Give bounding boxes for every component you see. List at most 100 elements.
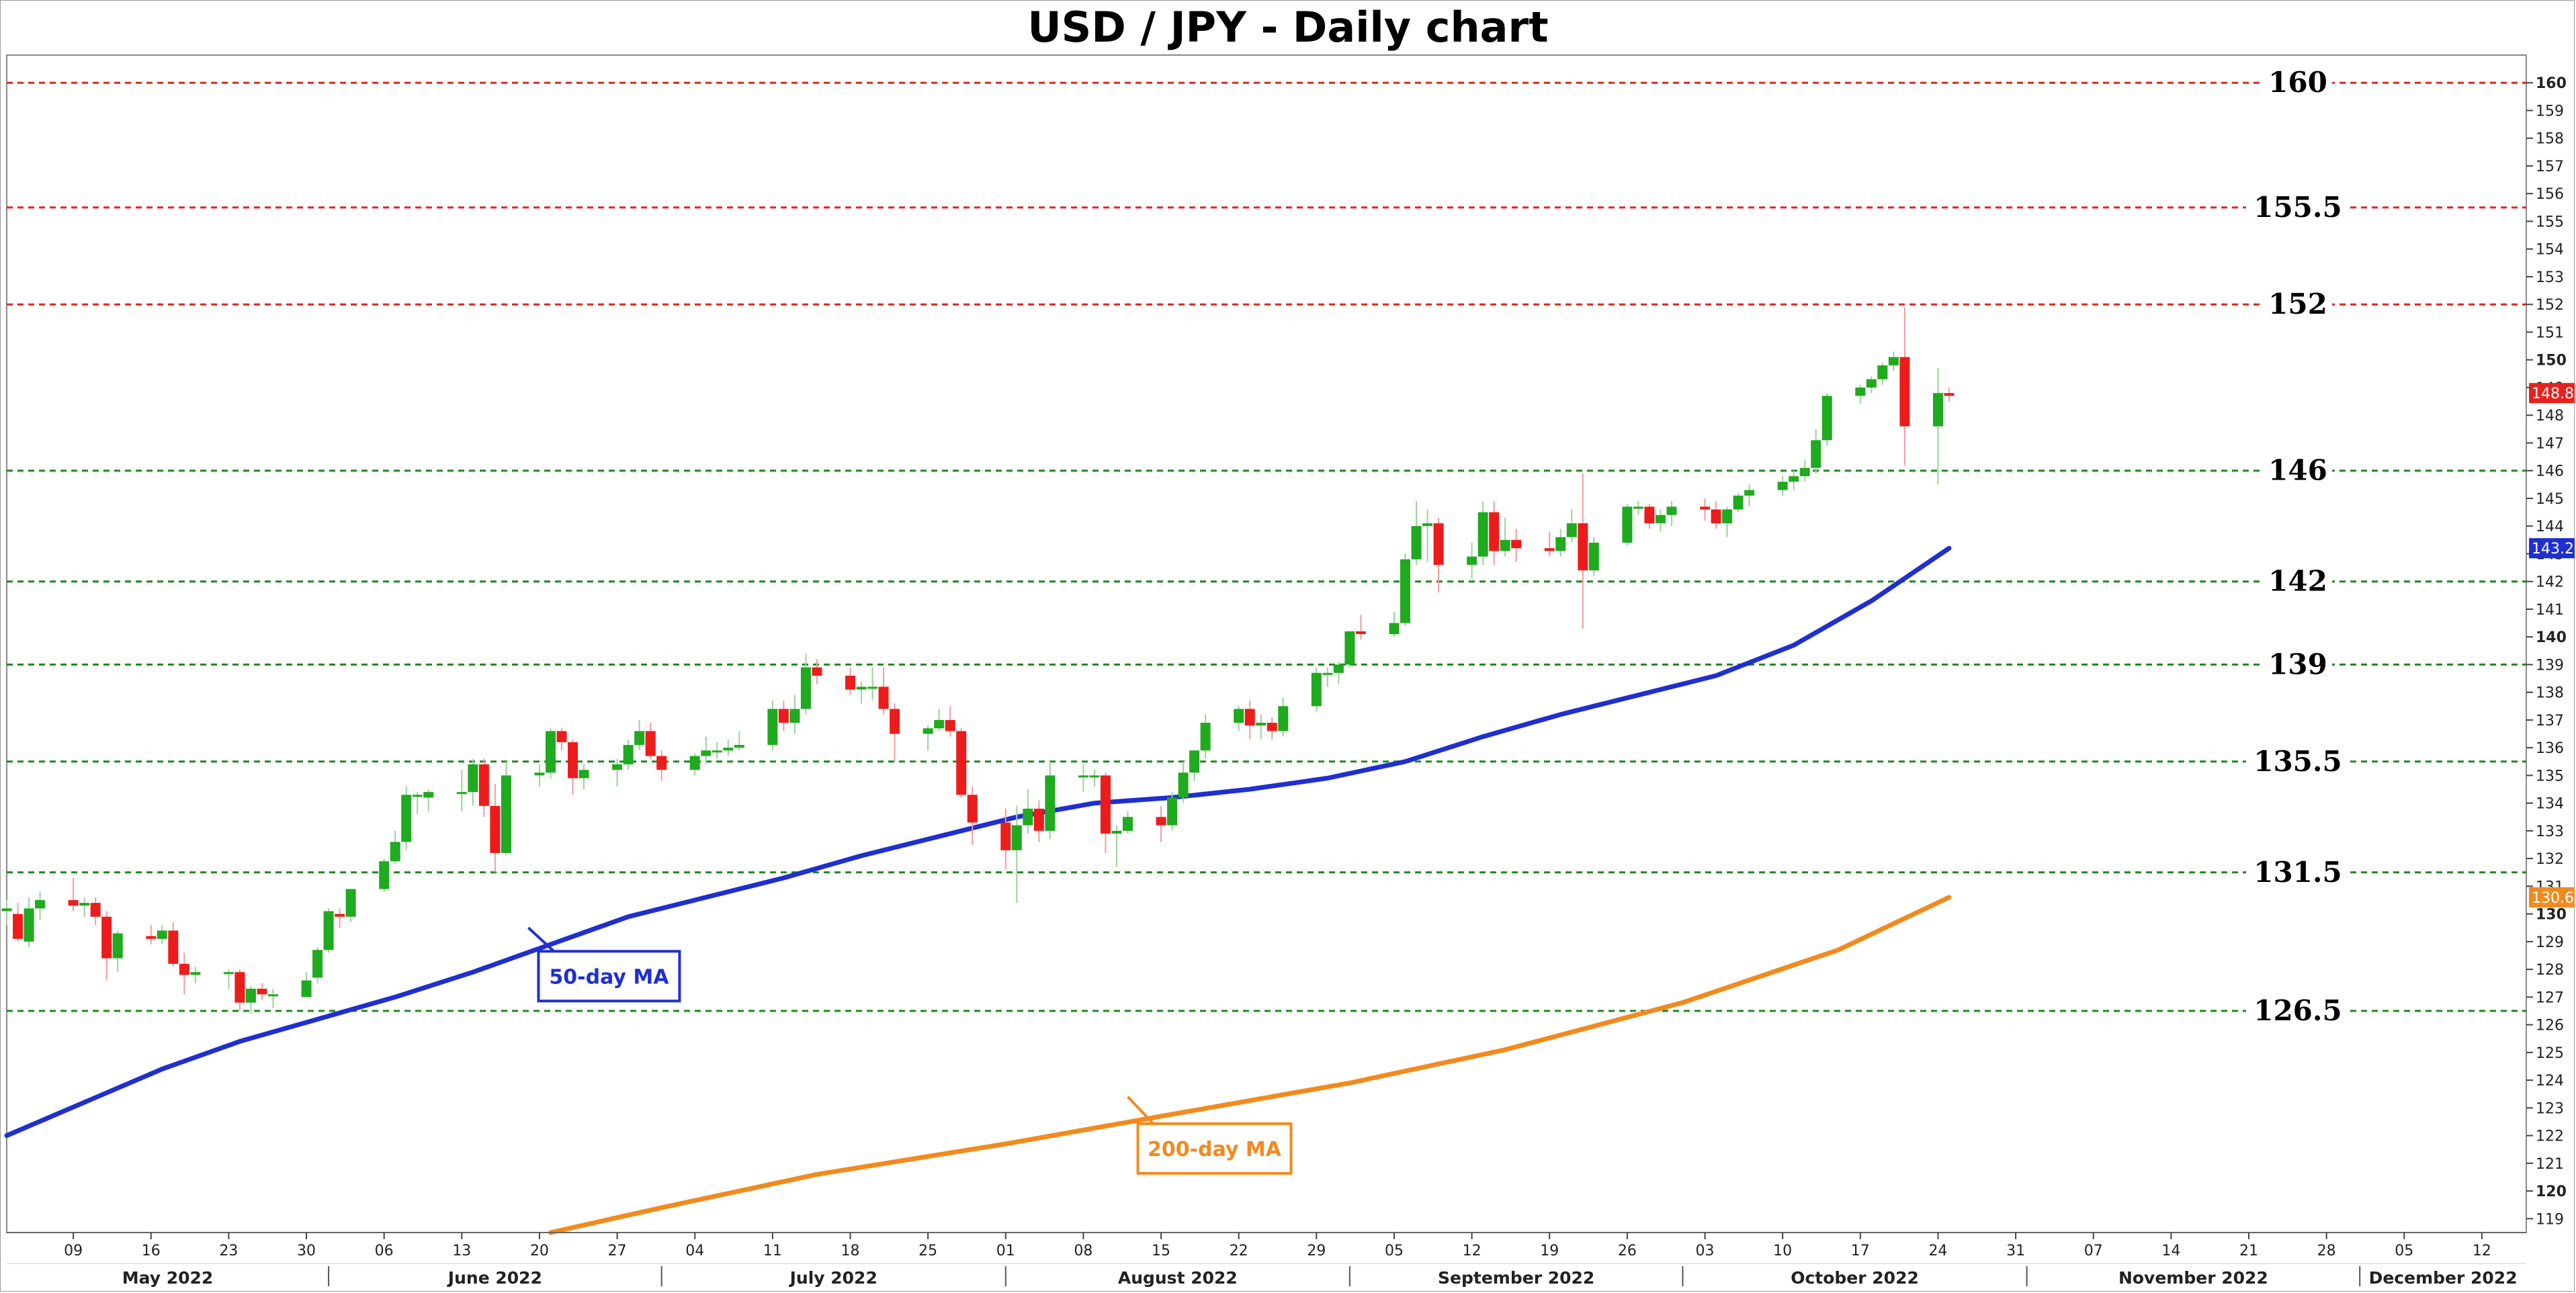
month-label: May 2022 — [122, 1268, 214, 1288]
y-tick-label: 152 — [2536, 297, 2564, 314]
candle-body — [345, 889, 356, 917]
candle-body — [1855, 387, 1866, 396]
candle-body — [401, 795, 412, 842]
candle-body — [712, 750, 722, 753]
level-label-bg — [2246, 854, 2350, 889]
x-tick-label: 29 — [1307, 1243, 1326, 1259]
candle-body — [234, 972, 245, 1003]
candle-body — [490, 805, 501, 853]
candle-body — [1811, 440, 1821, 468]
y-tick-label: 122 — [2536, 1128, 2564, 1145]
candle-body — [146, 936, 157, 939]
x-tick-label: 27 — [608, 1243, 627, 1259]
candle-body — [1821, 396, 1832, 441]
candle-body — [1311, 672, 1322, 707]
ma50-label: 50-day MA — [549, 965, 669, 989]
candle-body — [1500, 539, 1510, 551]
y-tick-label: 139 — [2536, 657, 2564, 674]
candle-body — [1078, 775, 1088, 778]
annotation-leader — [527, 926, 555, 952]
y-tick-label: 119 — [2536, 1211, 2564, 1228]
y-tick-label: 126 — [2536, 1018, 2564, 1034]
candle-body — [645, 731, 656, 756]
x-tick-label: 01 — [996, 1243, 1015, 1259]
candle-body — [612, 764, 623, 770]
candle-body — [267, 994, 278, 997]
x-tick-label: 31 — [2006, 1243, 2025, 1259]
x-axis: 09 16 23 30 06 13 20 27 04 11 18 25 01 08 15 22 29 05 12 19… — [7, 1232, 2526, 1288]
candle-body — [800, 667, 811, 709]
x-tick-label: 04 — [685, 1243, 704, 1259]
price-tag — [2529, 887, 2575, 907]
level-label-bg — [2246, 189, 2350, 224]
y-tick-label: 158 — [2536, 131, 2564, 148]
candle-body — [1799, 467, 1810, 476]
candle-body — [412, 795, 423, 797]
candle-body — [257, 989, 267, 995]
y-tick-label: 160 — [2536, 75, 2567, 92]
y-tick-label: 155 — [2536, 214, 2564, 230]
candle-body — [1711, 509, 1721, 524]
candle-body — [1489, 512, 1500, 551]
y-tick-label: 153 — [2536, 269, 2564, 286]
x-tick-label: 12 — [1463, 1243, 1482, 1259]
x-tick-label: 18 — [841, 1243, 860, 1259]
x-tick-label: 13 — [452, 1243, 471, 1259]
candle-body — [1400, 559, 1410, 623]
y-tick-label: 151 — [2536, 324, 2564, 341]
candle-body — [335, 913, 345, 917]
candle-body — [534, 772, 545, 776]
y-tick-label: 156 — [2536, 186, 2564, 203]
level-label-126.5: 126.5 — [2253, 994, 2342, 1027]
y-tick-label: 137 — [2536, 713, 2564, 729]
candle-body — [1089, 775, 1100, 778]
candle-body — [390, 842, 400, 862]
candle-body — [1244, 709, 1255, 726]
candle-body — [656, 756, 667, 770]
candle-body — [545, 731, 556, 773]
candle-body — [878, 686, 889, 709]
price-tag — [2529, 538, 2575, 559]
level-label-bg — [2264, 647, 2332, 681]
candle-body — [1722, 509, 1733, 524]
candle-body — [1789, 476, 1799, 482]
candle-body — [1866, 379, 1877, 388]
candle-body — [1278, 706, 1289, 731]
candle-body — [934, 719, 945, 729]
candle-body — [1744, 490, 1755, 496]
candle-body — [1566, 523, 1577, 537]
candle-body — [456, 792, 467, 795]
y-tick-label: 125 — [2536, 1045, 2564, 1062]
candle-body — [1333, 664, 1344, 673]
y-tick-label: 141 — [2536, 602, 2564, 619]
y-axis: 1191201211221231241251261271281291301311… — [2526, 75, 2575, 1228]
candle-body — [301, 980, 312, 997]
ma50-line — [4, 545, 1952, 1139]
candle-body — [1023, 808, 1033, 826]
candle-body — [945, 719, 955, 731]
candle-body — [112, 933, 123, 958]
candle-body — [1011, 825, 1022, 850]
ma200-label: 200-day MA — [1148, 1138, 1282, 1161]
month-label: October 2022 — [1791, 1268, 1919, 1288]
candle-body — [1, 908, 12, 911]
x-tick-label: 20 — [530, 1243, 549, 1259]
candle-body — [1588, 542, 1599, 571]
month-label: November 2022 — [2118, 1268, 2268, 1288]
y-tick-label: 129 — [2536, 934, 2564, 951]
plot-border — [6, 54, 2527, 1233]
x-tick-label: 16 — [142, 1243, 161, 1259]
candle-body — [689, 756, 700, 770]
y-tick-label: 124 — [2536, 1073, 2564, 1089]
x-tick-label: 22 — [1230, 1243, 1248, 1259]
candle-body — [867, 686, 878, 689]
x-tick-label: 17 — [1851, 1243, 1870, 1259]
candle-body — [1389, 623, 1400, 635]
annotation-box — [537, 950, 681, 1003]
candle-body — [101, 916, 112, 958]
candle-body — [634, 731, 645, 746]
level-label-bg — [2264, 65, 2332, 99]
candle-body — [922, 728, 933, 734]
x-tick-label: 03 — [1696, 1243, 1715, 1259]
